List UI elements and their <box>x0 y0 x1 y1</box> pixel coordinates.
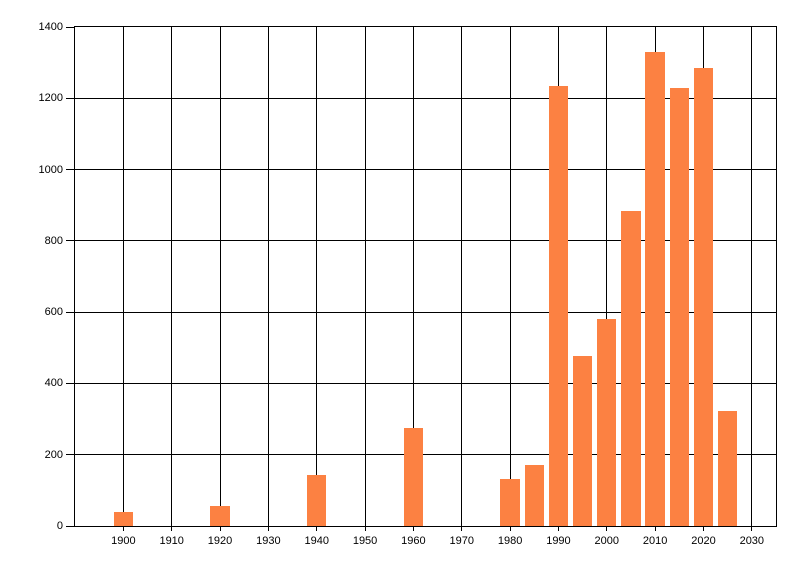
x-axis-tick <box>606 526 608 531</box>
x-axis-tick-label: 2000 <box>594 535 620 547</box>
y-axis-tick <box>66 311 75 313</box>
vertical-gridline <box>461 27 463 526</box>
x-axis-tick-label: 1900 <box>111 535 136 547</box>
y-axis-tick <box>66 169 75 171</box>
x-axis-tick <box>171 526 173 531</box>
bar-1995 <box>572 355 593 526</box>
horizontal-gridline <box>75 454 776 456</box>
horizontal-gridline <box>75 97 776 99</box>
x-axis-tick-label: 1920 <box>207 535 233 547</box>
bar-1960 <box>403 428 424 526</box>
x-axis-tick <box>364 526 366 531</box>
bar-2005 <box>621 210 641 526</box>
x-axis-tick <box>702 526 704 531</box>
x-axis-tick-label: 1950 <box>352 535 378 547</box>
x-axis-tick <box>267 526 269 531</box>
bar-1920 <box>210 506 230 526</box>
x-axis-tick <box>461 526 463 531</box>
bar-2020 <box>693 68 714 526</box>
y-axis-tick-label: 0 <box>56 520 63 532</box>
x-axis-tick <box>751 526 753 531</box>
vertical-gridline <box>364 27 366 526</box>
x-axis-tick <box>557 526 559 531</box>
y-axis-tick-label: 1200 <box>38 92 63 105</box>
horizontal-gridline <box>75 169 776 171</box>
vertical-gridline <box>316 27 318 526</box>
x-axis-tick-label: 1960 <box>401 535 426 547</box>
x-axis-tick-label: 1990 <box>546 535 571 547</box>
x-axis-tick <box>509 526 511 531</box>
bar-2025 <box>717 411 738 526</box>
y-axis-tick <box>66 525 75 527</box>
x-axis-tick <box>316 526 318 531</box>
x-axis-tick-label: 1970 <box>449 535 474 547</box>
vertical-gridline <box>171 27 173 526</box>
x-axis-tick-label: 1930 <box>256 535 281 547</box>
x-axis-tick-label: 1940 <box>304 535 329 547</box>
y-axis-tick-label: 400 <box>44 377 63 390</box>
x-axis-tick-label: 2010 <box>642 535 668 547</box>
bar-2000 <box>597 319 617 526</box>
horizontal-gridline <box>75 382 776 384</box>
x-axis-tick <box>412 526 414 531</box>
vertical-gridline <box>509 27 511 526</box>
bar-1980 <box>500 478 520 526</box>
y-axis-tick-label: 800 <box>44 234 63 247</box>
y-axis-tick-label: 200 <box>44 448 63 461</box>
vertical-gridline <box>606 27 608 526</box>
bar-1985 <box>524 465 544 526</box>
bar-2010 <box>645 51 665 526</box>
vertical-gridline <box>267 27 269 526</box>
bar-2015 <box>669 88 689 526</box>
bar-1990 <box>548 85 569 526</box>
x-axis-tick <box>219 526 221 531</box>
x-axis-tick <box>122 526 124 531</box>
y-axis-tick-label: 1000 <box>38 163 63 176</box>
x-axis-tick-label: 2030 <box>739 535 765 547</box>
horizontal-gridline <box>75 311 776 313</box>
y-axis-tick <box>66 382 75 384</box>
y-axis-tick <box>66 240 75 242</box>
y-axis-tick <box>66 97 75 99</box>
vertical-gridline <box>219 27 221 526</box>
bar-1940 <box>307 475 327 526</box>
x-axis-tick-label: 2020 <box>691 535 716 547</box>
vertical-gridline <box>412 27 414 526</box>
y-axis-tick-label: 600 <box>44 306 63 319</box>
y-axis-tick <box>66 26 75 28</box>
x-axis-tick-label: 1910 <box>159 535 184 547</box>
y-axis-tick <box>66 454 75 456</box>
x-axis-tick-label: 1980 <box>497 535 523 547</box>
vertical-gridline <box>122 27 124 526</box>
x-axis-tick <box>654 526 656 531</box>
vertical-gridline <box>751 27 753 526</box>
horizontal-gridline <box>75 240 776 242</box>
plot-area: 1900 1910 1920 1930 1940 1950 1960 1970 1980 1990… <box>39 21 777 547</box>
y-axis-tick-label: 1400 <box>38 21 63 33</box>
bar-1900 <box>113 511 133 526</box>
